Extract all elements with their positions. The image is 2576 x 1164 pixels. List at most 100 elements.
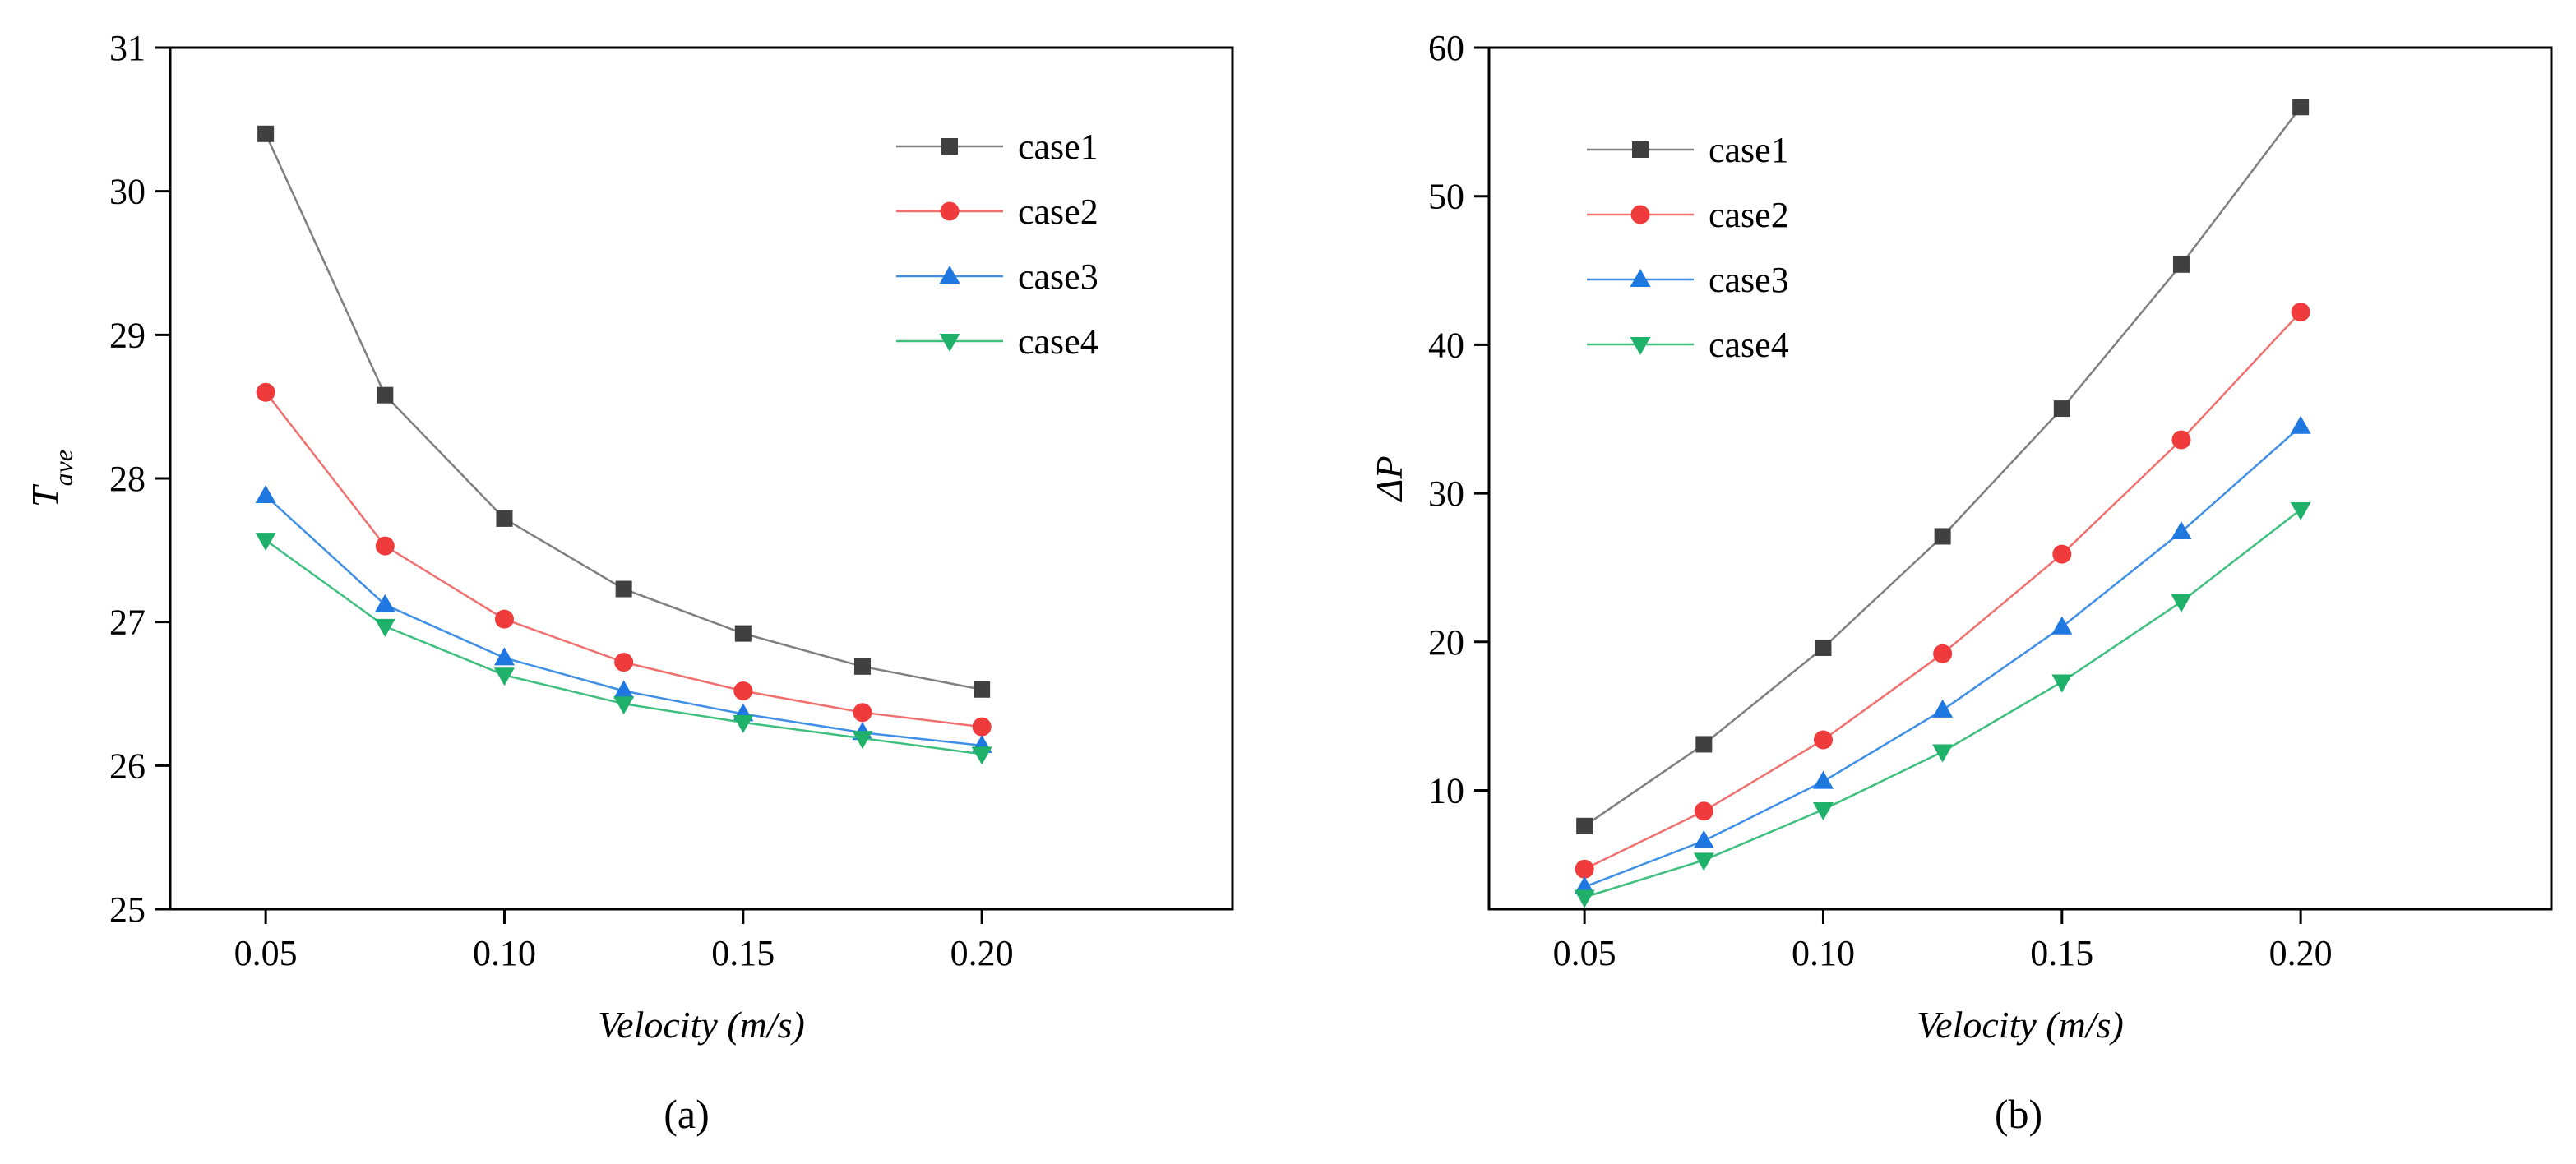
legend-label: case2	[1709, 195, 1789, 235]
y-tick-label: 28	[109, 459, 146, 499]
data-point	[257, 125, 275, 142]
data-point	[971, 746, 992, 765]
x-tick-label: 0.20	[2269, 933, 2333, 973]
y-tick-label: 40	[1428, 325, 1464, 365]
legend-marker	[1632, 141, 1649, 158]
data-point	[496, 510, 513, 527]
data-point	[2291, 303, 2310, 322]
plot-area-frame	[169, 46, 1234, 911]
x-tick-label: 0.10	[473, 933, 536, 973]
y-tick-label: 50	[1428, 177, 1464, 217]
data-point	[733, 681, 753, 701]
data-point	[493, 667, 515, 686]
x-tick-label: 0.05	[1553, 933, 1616, 973]
y-axis-title: ΔP	[1368, 455, 1410, 502]
legend-item-case3: case3	[1587, 260, 1789, 300]
data-point	[1576, 817, 1593, 834]
legend: case1 case2 case3 case4	[896, 127, 1098, 362]
legend-label: case3	[1709, 260, 1789, 300]
legend-marker	[940, 201, 960, 221]
y-tick-label: 10	[1428, 770, 1464, 811]
data-point	[494, 609, 514, 629]
series-line	[1584, 311, 2302, 871]
legend-marker	[1630, 337, 1651, 355]
y-axis-title-subscript: ave	[49, 450, 78, 486]
legend-item-case2: case2	[1587, 195, 1789, 235]
data-point	[1574, 875, 1595, 894]
data-point	[493, 647, 515, 666]
data-point	[2052, 544, 2072, 564]
legend-label: case2	[1018, 192, 1098, 232]
y-tick-label: 26	[109, 746, 146, 786]
data-point	[613, 680, 635, 699]
y-axis-title-main: T	[24, 483, 66, 507]
data-point	[377, 386, 394, 404]
data-point	[1933, 644, 1953, 663]
y-tick-label: 31	[109, 28, 146, 68]
data-point	[375, 536, 395, 556]
data-point	[853, 703, 872, 723]
data-point	[255, 484, 276, 503]
data-point	[1695, 736, 1713, 753]
data-point	[1574, 889, 1595, 908]
data-point	[734, 625, 752, 642]
data-point	[256, 382, 275, 402]
legend-label: case4	[1709, 325, 1789, 365]
legend-item-case4: case4	[896, 321, 1098, 362]
data-point	[255, 533, 276, 552]
series-case2	[1575, 303, 2310, 879]
data-point	[1812, 801, 1834, 820]
series-case1	[257, 125, 991, 698]
y-tick-label: 27	[109, 603, 146, 643]
data-point	[2051, 674, 2073, 693]
panel-label: (a)	[664, 1091, 710, 1137]
y-axis-title: Tave	[24, 450, 78, 507]
data-point	[2053, 400, 2070, 418]
x-tick-label: 0.15	[2030, 933, 2093, 973]
legend: case1 case2 case3 case4	[1587, 130, 1789, 365]
data-point	[2290, 501, 2311, 520]
data-point	[1932, 744, 1954, 763]
data-point	[613, 696, 635, 715]
legend-marker	[1630, 205, 1650, 224]
y-tick-label: 30	[1428, 473, 1464, 514]
plot-area-frame	[1487, 46, 2553, 911]
legend-item-case2: case2	[896, 192, 1098, 232]
y-axis-title-main: ΔP	[1368, 455, 1410, 502]
data-point	[1693, 829, 1714, 848]
data-point	[1694, 801, 1713, 821]
data-series	[255, 125, 992, 765]
y-tick-label: 30	[109, 172, 146, 212]
y-tick-label: 60	[1428, 28, 1464, 68]
data-point	[2171, 430, 2191, 450]
data-point	[1932, 699, 1954, 718]
data-point	[1934, 528, 1951, 545]
data-point	[1812, 770, 1834, 789]
data-point	[2171, 594, 2192, 612]
panel-label: (b)	[1995, 1091, 2042, 1137]
y-tick-label: 20	[1428, 622, 1464, 663]
data-point	[853, 658, 871, 675]
legend-marker	[939, 334, 960, 352]
data-point	[972, 717, 992, 737]
series-case2	[256, 382, 992, 737]
series-case4	[255, 533, 992, 765]
data-series	[1574, 99, 2311, 908]
series-line	[265, 391, 983, 728]
data-point	[733, 714, 754, 733]
x-axis-title: Velocity (m/s)	[1917, 1004, 2124, 1046]
axis-ticks: 0.05 0.10 0.15 0.20 10 20 30 40 50 60	[1428, 28, 2333, 973]
x-tick-label: 0.15	[711, 933, 775, 973]
series-case3	[1574, 415, 2311, 894]
x-tick-label: 0.20	[950, 933, 1014, 973]
x-tick-label: 0.10	[1792, 933, 1855, 973]
legend-marker	[1630, 269, 1651, 287]
legend-marker	[939, 266, 960, 284]
legend-label: case4	[1018, 321, 1098, 362]
legend-label: case1	[1018, 127, 1098, 167]
legend-item-case1: case1	[1587, 130, 1789, 170]
data-point	[614, 653, 634, 672]
